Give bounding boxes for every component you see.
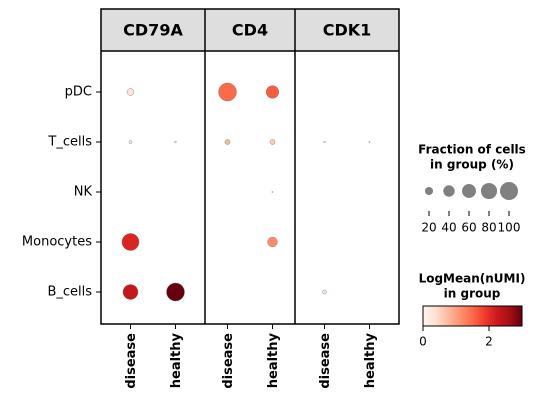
gene-label: CD79A xyxy=(123,21,183,40)
size-legend-label: 20 xyxy=(421,221,436,235)
size-legend-dot xyxy=(443,185,455,197)
gene-header xyxy=(295,9,399,51)
size-legend-label: 60 xyxy=(461,221,476,235)
y-tick-label: Monocytes xyxy=(22,235,92,250)
gene-header xyxy=(101,9,205,51)
x-tick-label: disease xyxy=(124,333,139,389)
size-legend-dot xyxy=(424,186,434,196)
colorbar xyxy=(422,305,523,327)
dot xyxy=(267,236,278,248)
dot xyxy=(121,233,140,251)
size-legend-label: 80 xyxy=(481,221,496,235)
color-legend-title: LogMean(nUMI) xyxy=(419,272,526,286)
dot xyxy=(323,140,326,144)
dot xyxy=(269,139,276,145)
dot xyxy=(122,284,139,300)
size-legend-title: Fraction of cells xyxy=(418,143,526,157)
y-tick-label: NK xyxy=(74,185,93,200)
dot xyxy=(218,82,237,102)
dot xyxy=(166,282,185,302)
x-tick-label: healthy xyxy=(266,332,281,388)
color-legend-title: in group xyxy=(444,287,501,301)
x-tick-label: disease xyxy=(318,333,333,389)
dot xyxy=(271,191,274,193)
size-legend-label: 100 xyxy=(498,221,521,235)
y-tick-label: pDC xyxy=(65,85,92,100)
gene-header xyxy=(205,9,295,51)
dot xyxy=(265,85,280,99)
size-legend-dot xyxy=(500,182,518,200)
dot xyxy=(322,289,327,295)
size-legend-dot xyxy=(462,184,476,198)
x-tick-label: disease xyxy=(221,333,236,389)
colorbar-label: 2 xyxy=(485,335,493,349)
dot xyxy=(368,141,371,143)
gene-label: CDK1 xyxy=(323,21,372,40)
colorbar-label: 0 xyxy=(419,335,427,349)
y-tick-label: T_cells xyxy=(47,135,92,150)
dot xyxy=(224,139,231,145)
size-legend-title: in group (%) xyxy=(430,158,514,172)
y-tick-label: B_cells xyxy=(47,285,92,300)
plot-frame xyxy=(100,8,400,325)
dot xyxy=(126,88,135,96)
size-legend-dot xyxy=(480,182,498,200)
dot xyxy=(174,140,177,144)
x-tick-label: healthy xyxy=(363,332,378,388)
x-tick-label: healthy xyxy=(169,332,184,388)
gene-label: CD4 xyxy=(232,21,268,40)
dot xyxy=(128,140,133,144)
size-legend-label: 40 xyxy=(441,221,456,235)
